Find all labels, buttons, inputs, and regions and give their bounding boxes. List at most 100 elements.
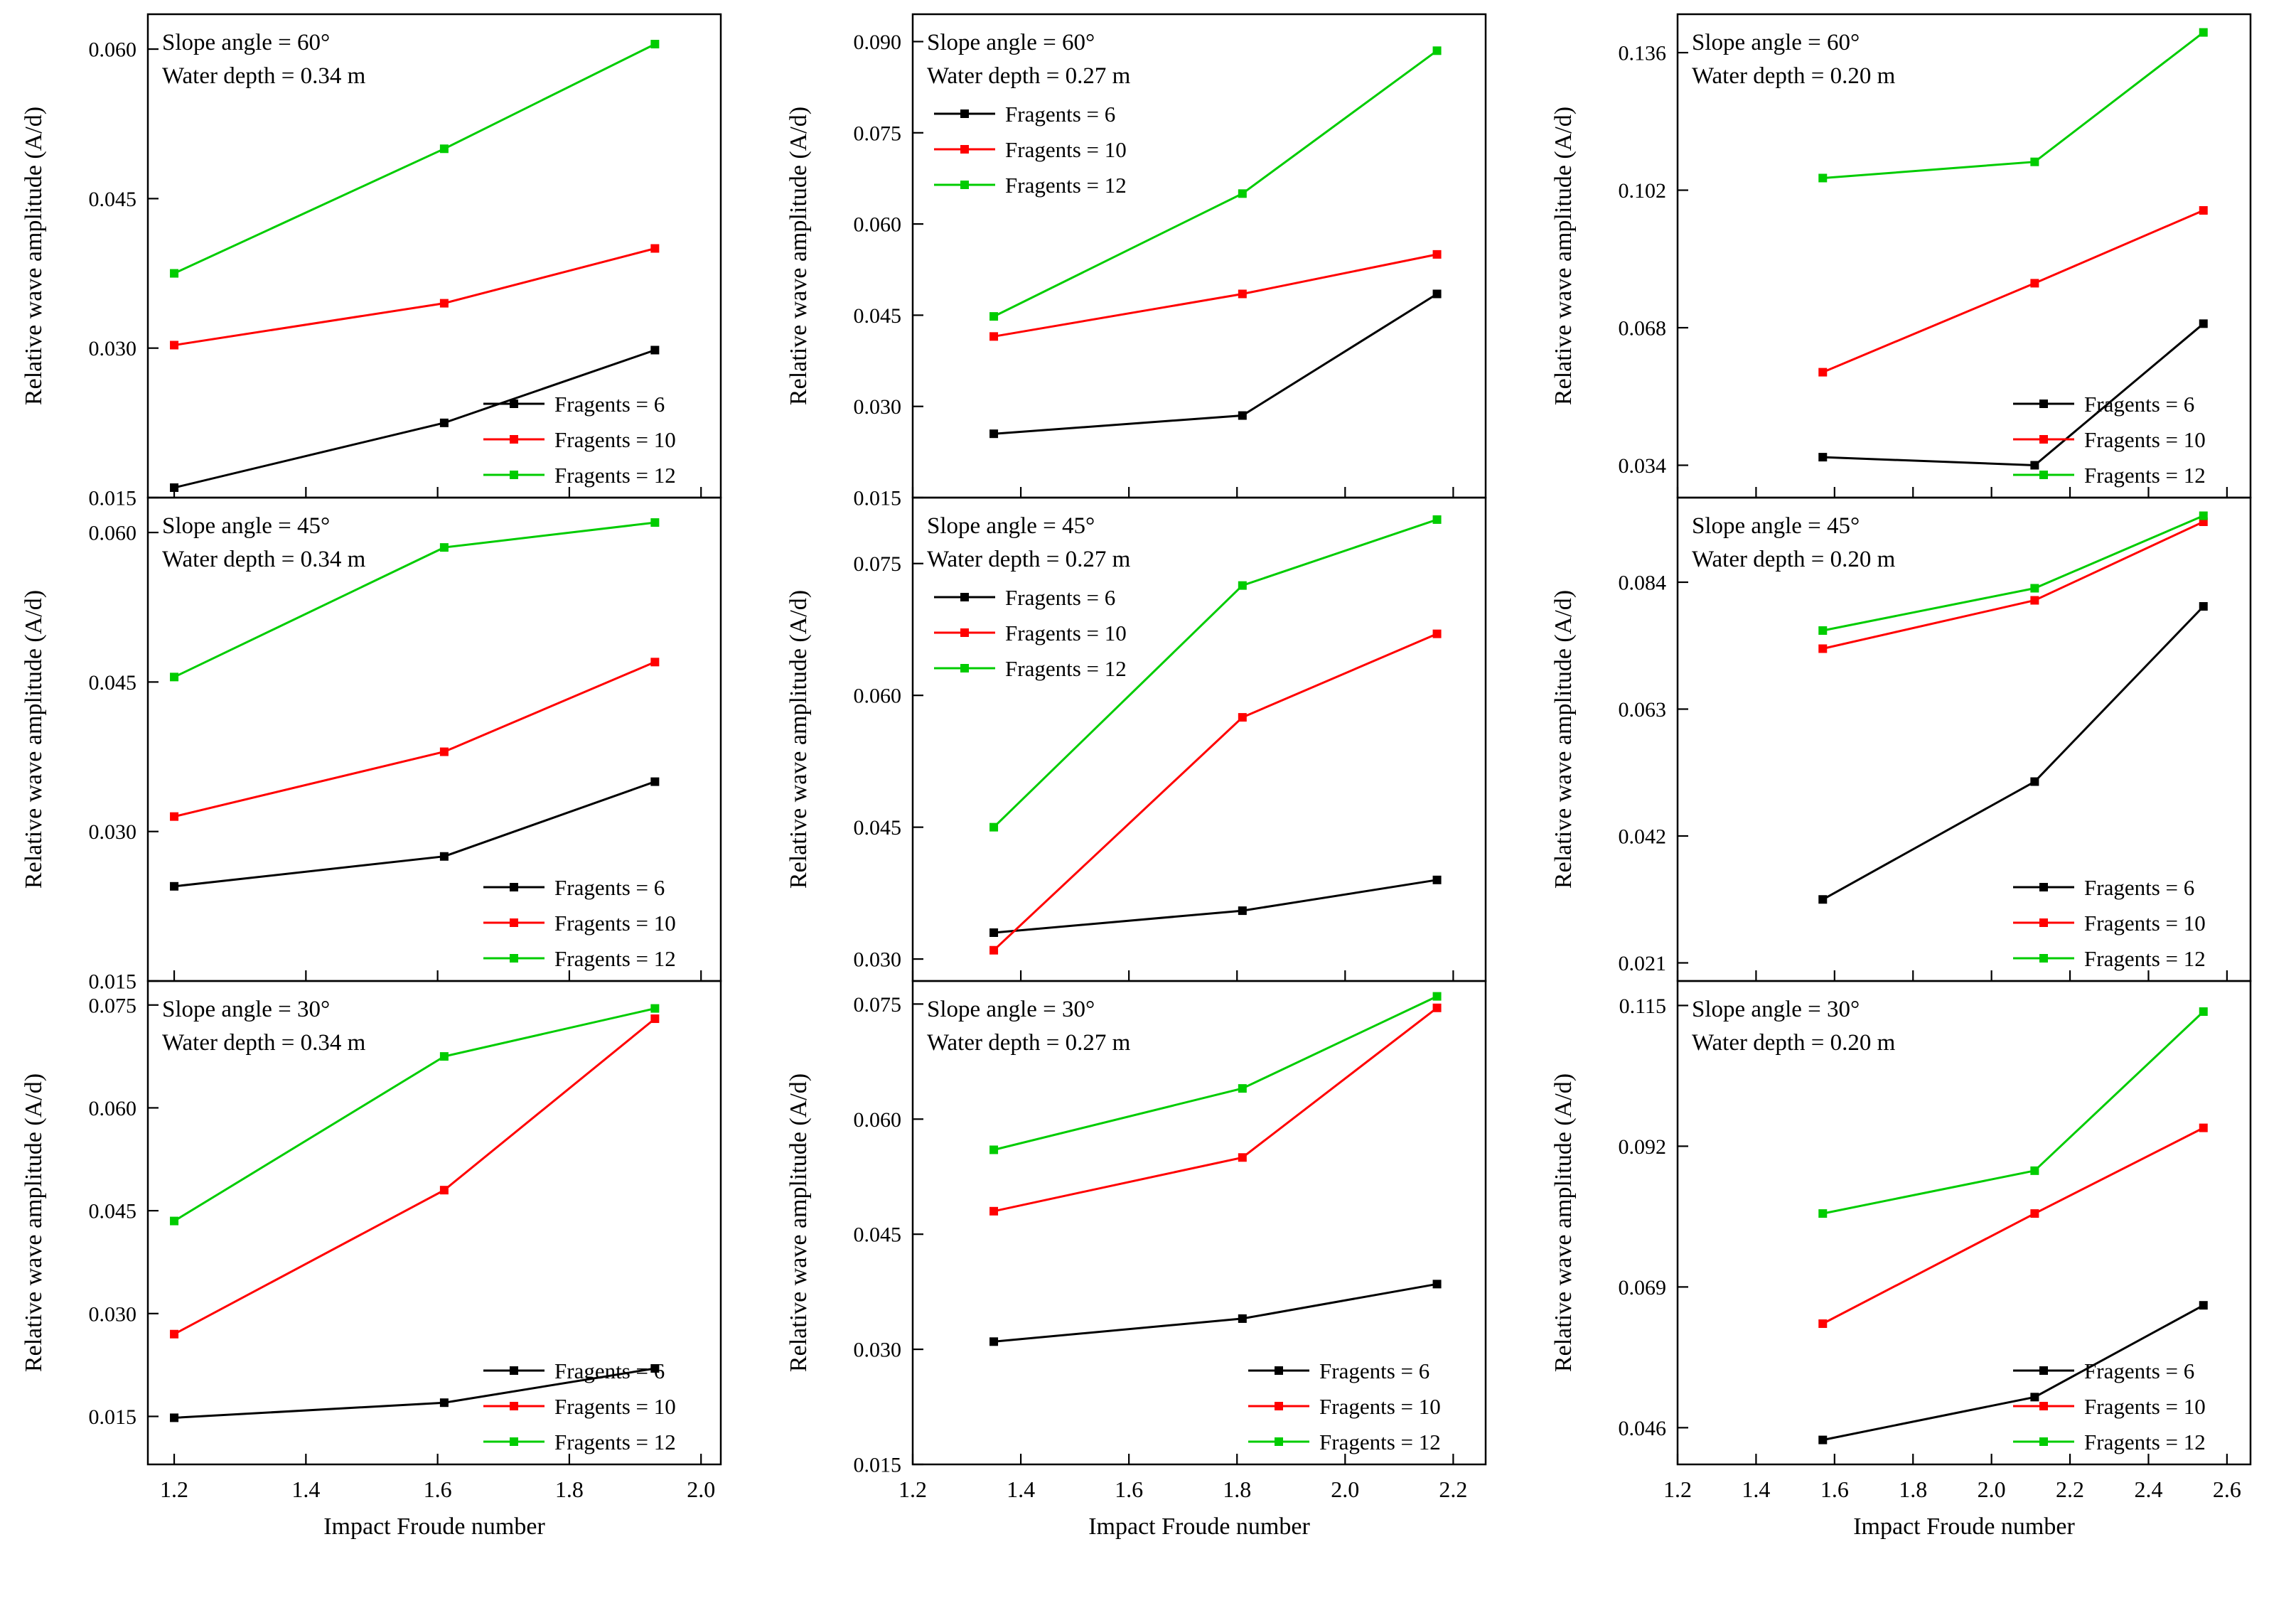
- series-marker: [170, 1329, 179, 1339]
- legend-label: Fragents = 10: [1005, 621, 1127, 645]
- legend-label: Fragents = 10: [2084, 911, 2206, 936]
- y-tick-label: 0.075: [89, 994, 137, 1017]
- y-tick-label: 0.060: [89, 522, 137, 545]
- series-marker: [1818, 895, 1828, 904]
- panel-annotation: Water depth = 0.20 m: [1692, 1030, 1896, 1056]
- y-tick-label: 0.115: [1619, 995, 1666, 1018]
- y-tick-label: 0.060: [89, 1097, 137, 1120]
- series-marker: [2030, 157, 2039, 166]
- legend-label: Fragents = 6: [554, 392, 665, 417]
- series-marker: [439, 144, 449, 154]
- series-marker: [2199, 511, 2208, 520]
- y-tick-label: 0.045: [89, 1200, 137, 1223]
- series-marker: [439, 1052, 449, 1061]
- series-marker: [2030, 584, 2039, 593]
- legend-marker-sample: [1275, 1366, 1283, 1375]
- y-tick-label: 0.015: [89, 1405, 137, 1429]
- x-tick-label: 1.2: [160, 1476, 188, 1502]
- y-axis-label: Relative wave amplitude (A/d): [21, 1073, 47, 1372]
- legend-label: Fragents = 10: [1319, 1394, 1441, 1419]
- legend-marker-sample: [510, 435, 518, 444]
- series-marker: [2030, 1393, 2039, 1402]
- series-marker: [650, 40, 660, 49]
- x-tick-label: 1.4: [291, 1476, 320, 1502]
- series-line: [1822, 209, 2204, 373]
- legend-label: Fragents = 12: [554, 946, 676, 971]
- series-marker: [1432, 875, 1442, 884]
- legend-marker-sample: [2039, 1366, 2048, 1375]
- series-marker: [439, 852, 449, 861]
- legend-marker-sample: [960, 628, 969, 637]
- y-axis-label: Relative wave amplitude (A/d): [1550, 107, 1577, 405]
- legend-marker-sample: [510, 1402, 518, 1410]
- y-tick-label: 0.030: [854, 1339, 902, 1362]
- series-marker: [650, 1363, 660, 1373]
- panel-annotation: Slope angle = 60°: [162, 30, 330, 55]
- y-tick-label: 0.045: [854, 816, 902, 840]
- panel-annotation: Water depth = 0.20 m: [1692, 63, 1896, 89]
- y-tick-label: 0.046: [1619, 1417, 1667, 1440]
- x-axis-label: Impact Froude number: [1853, 1513, 2075, 1540]
- series-line: [173, 521, 655, 678]
- series-marker: [1238, 1314, 1247, 1323]
- series-marker: [439, 1186, 449, 1195]
- legend-marker-sample: [2039, 400, 2048, 408]
- panel-annotation: Water depth = 0.27 m: [927, 63, 1131, 89]
- series-marker: [1238, 713, 1247, 722]
- series-marker: [2199, 1007, 2208, 1017]
- series-marker: [1818, 453, 1828, 462]
- y-tick-label: 0.015: [89, 970, 137, 994]
- y-tick-label: 0.075: [854, 552, 902, 576]
- series-marker: [2030, 461, 2039, 470]
- panel-annotation: Water depth = 0.27 m: [927, 1030, 1131, 1056]
- series-marker: [1238, 289, 1247, 299]
- series-marker: [2030, 1166, 2039, 1175]
- y-tick-label: 0.136: [1619, 42, 1667, 65]
- series-line: [173, 781, 655, 888]
- series-line: [173, 247, 655, 346]
- legend-marker-sample: [510, 400, 518, 408]
- y-axis-label: Relative wave amplitude (A/d): [1550, 1073, 1577, 1372]
- y-tick-label: 0.075: [854, 993, 902, 1017]
- series-marker: [170, 483, 179, 492]
- y-tick-label: 0.069: [1619, 1276, 1667, 1299]
- y-tick-label: 0.075: [854, 122, 902, 145]
- y-tick-label: 0.021: [1619, 952, 1667, 975]
- legend-label: Fragents = 12: [2084, 946, 2206, 971]
- figure-column-water-depth-0-27: 0.015 0.030 0.045 0.060 0.075 0.090 Slope angl…: [765, 0, 1530, 1608]
- series-marker: [650, 777, 660, 786]
- legend-label: Fragents = 10: [2084, 427, 2206, 452]
- y-axis-label: Relative wave amplitude (A/d): [785, 1073, 812, 1372]
- y-tick-label: 0.034: [1619, 454, 1667, 478]
- y-tick-label: 0.045: [89, 188, 137, 211]
- legend-marker-sample: [510, 1437, 518, 1446]
- y-tick-label: 0.030: [854, 948, 902, 972]
- y-tick-label: 0.090: [854, 31, 902, 54]
- panel-annotation: Water depth = 0.34 m: [162, 547, 366, 572]
- y-axis-label: Relative wave amplitude (A/d): [21, 107, 47, 405]
- legend-label: Fragents = 12: [2084, 1430, 2206, 1454]
- legend-label: Fragents = 12: [1005, 173, 1127, 198]
- legend-marker-sample: [960, 664, 969, 672]
- panel-annotation: Slope angle = 60°: [927, 30, 1095, 55]
- y-tick-label: 0.060: [854, 685, 902, 708]
- figure-column-water-depth-0-20: 0.034 0.068 0.102 0.136 Slope angle = 60° Wat…: [1530, 0, 2295, 1608]
- y-tick-label: 0.063: [1619, 698, 1667, 722]
- series-line: [1822, 1127, 2204, 1325]
- series-marker: [1432, 629, 1442, 638]
- y-tick-label: 0.045: [89, 671, 137, 695]
- series-marker: [1238, 906, 1247, 916]
- series-marker: [2030, 596, 2039, 605]
- y-tick-label: 0.045: [854, 304, 902, 328]
- series-marker: [170, 1413, 179, 1422]
- series-marker: [170, 1216, 179, 1226]
- series-marker: [989, 928, 999, 937]
- series-marker: [650, 1014, 660, 1024]
- legend-marker-sample: [960, 593, 969, 601]
- legend-label: Fragents = 12: [1319, 1430, 1441, 1454]
- x-tick-label: 2.2: [1439, 1476, 1467, 1502]
- x-tick-label: 1.8: [1223, 1476, 1251, 1502]
- series-line: [993, 253, 1437, 338]
- series-marker: [1238, 411, 1247, 420]
